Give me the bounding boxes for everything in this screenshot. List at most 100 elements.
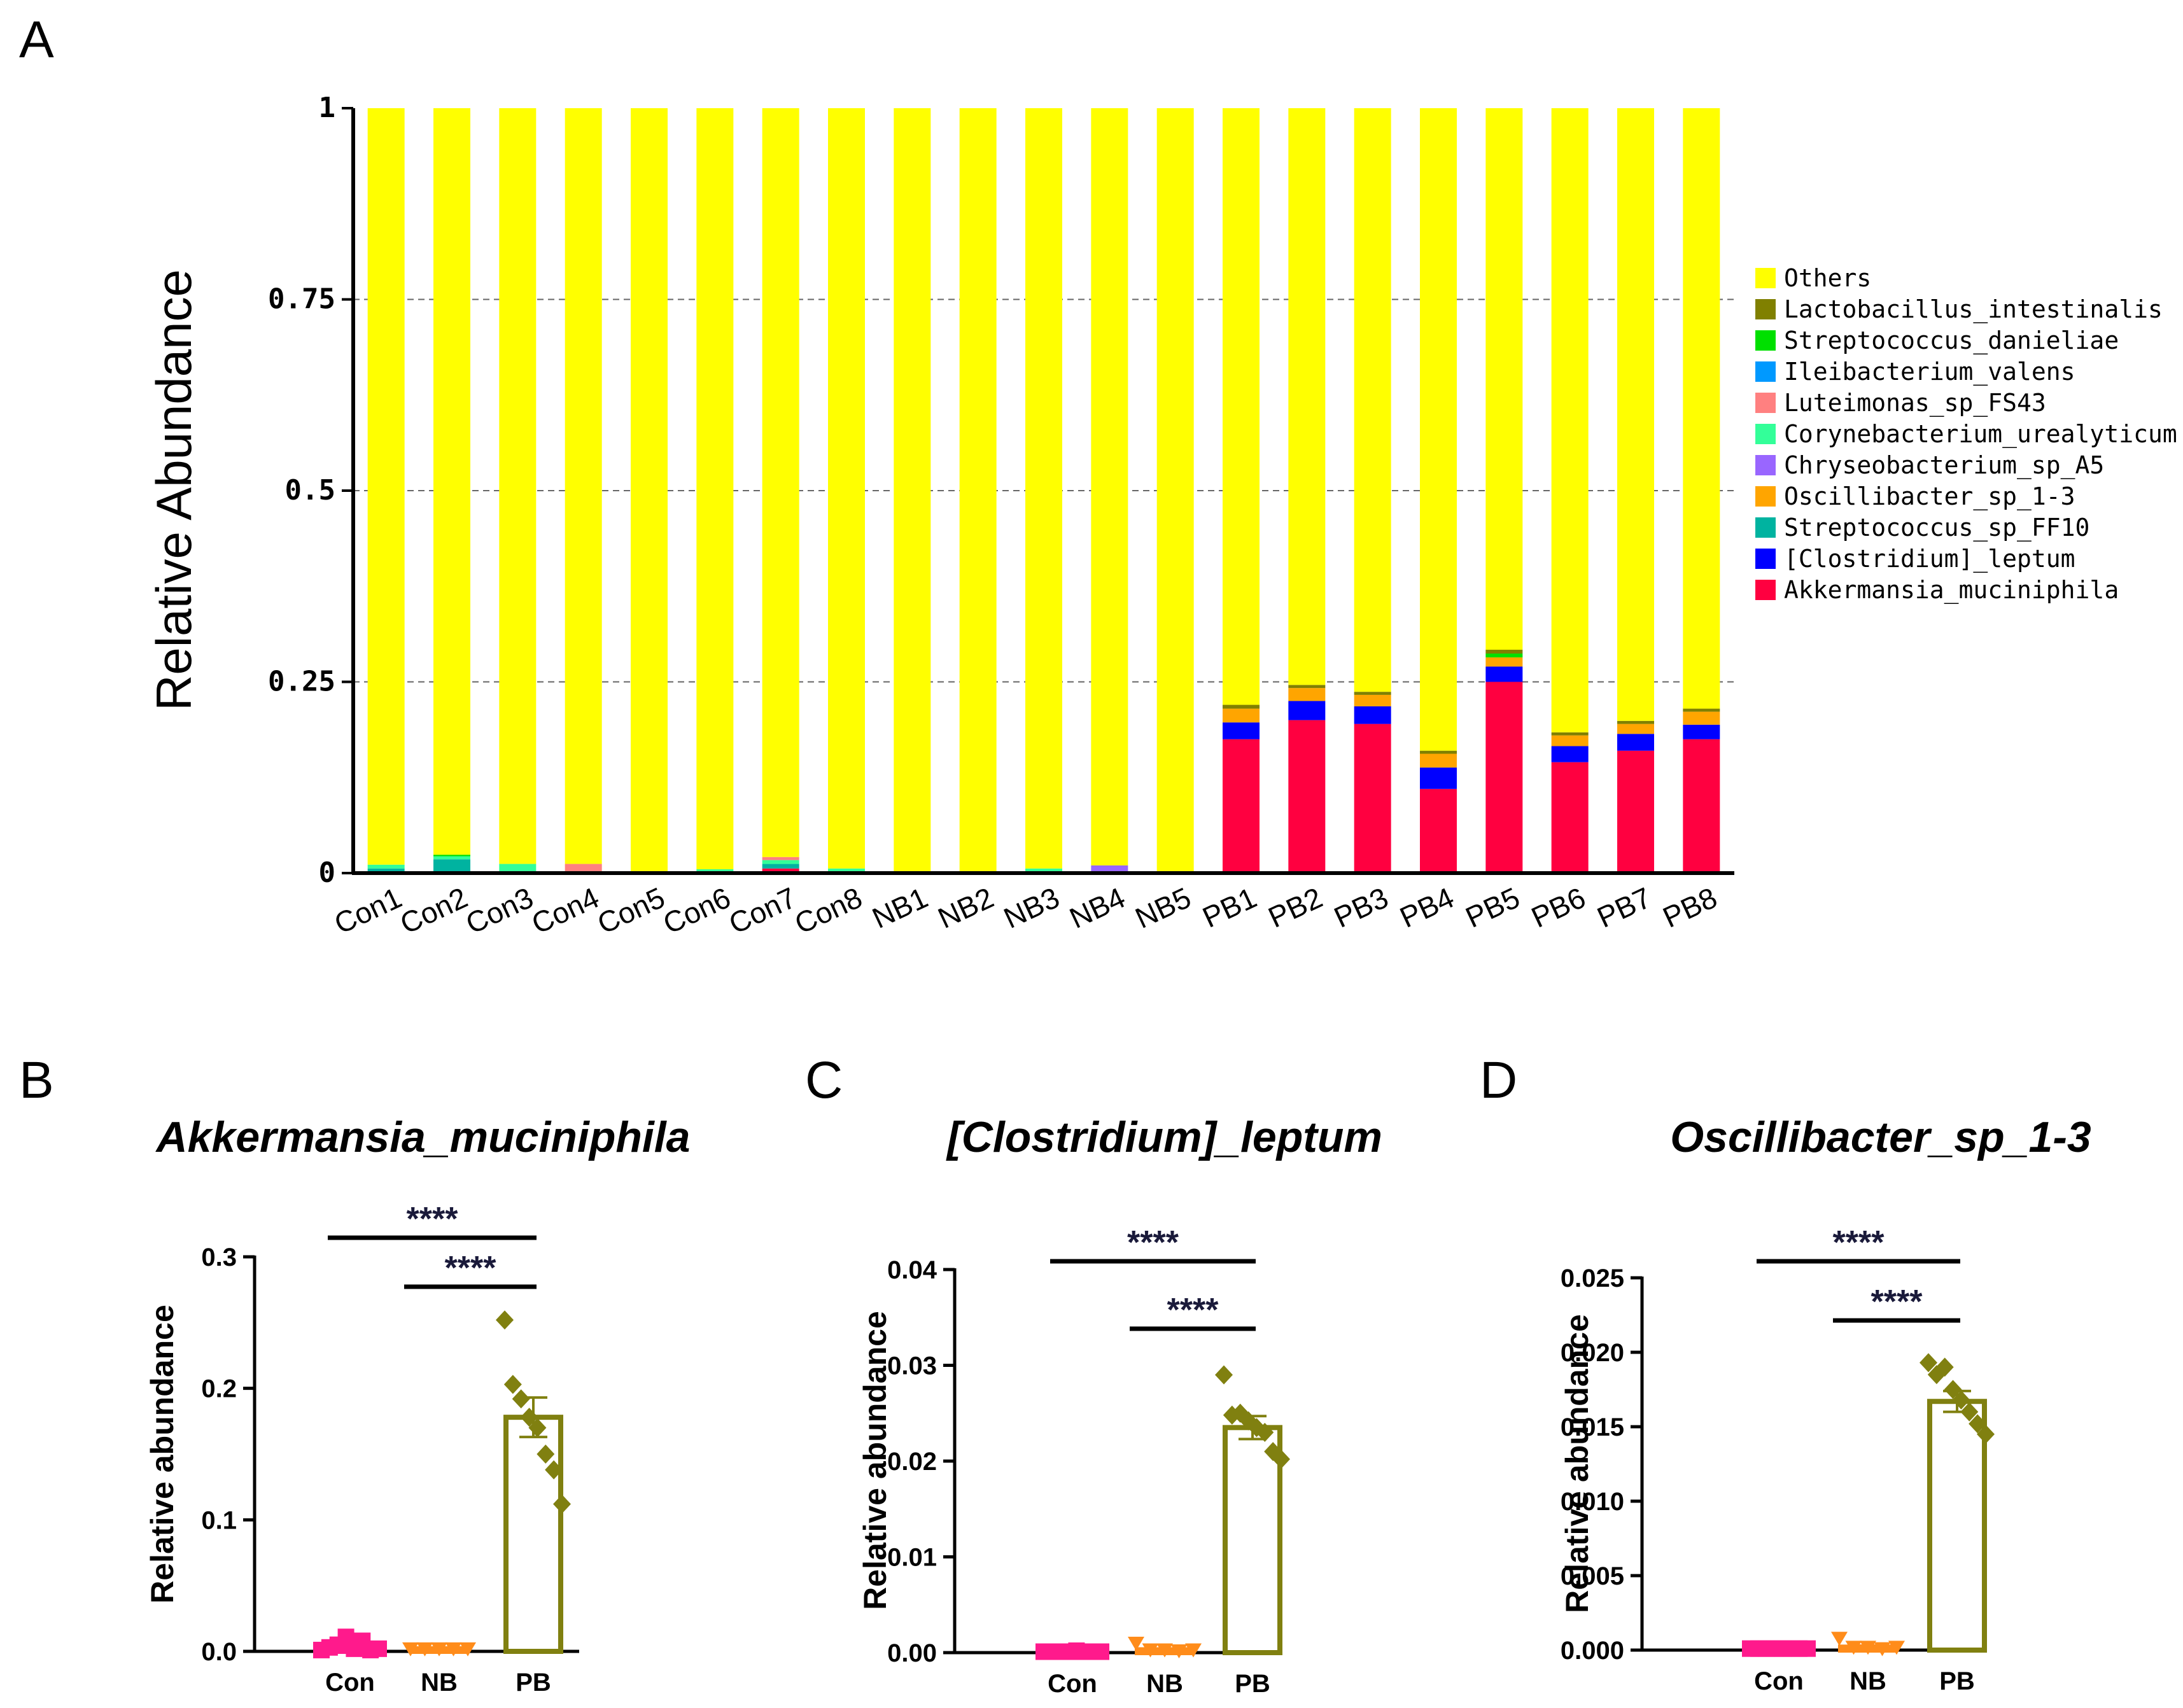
x-tick-label: PB2 [1263,881,1328,934]
bar-segment [1354,706,1391,724]
data-point [520,1408,538,1427]
data-point [460,1642,476,1656]
chart-title: Oscillibacter_sp_1-3 [1670,1113,2091,1161]
bar-segment [499,864,537,872]
bar-segment-others [894,108,931,873]
y-tick-label: 0.025 [1561,1264,1624,1292]
y-axis-label: Relative abundance [857,1311,893,1610]
bar-segment [433,856,470,860]
x-tick-label: PB1 [1197,881,1261,934]
legend-entry: [Clostridium]_leptum [1784,545,2075,573]
bar-segment [1420,750,1457,754]
data-point [416,1642,433,1656]
bar-segment [1551,746,1589,762]
bar-segment-others [499,108,537,864]
bar-segment [1288,688,1326,701]
data-point [1845,1641,1862,1655]
bar-segment [1485,682,1523,873]
bar-segment [1485,657,1523,667]
bar-segment [367,864,405,869]
data-point [431,1642,447,1656]
mean-bar [1927,1399,1987,1653]
bar-segment [1551,735,1589,746]
data-point [1874,1642,1891,1656]
x-tick-label: PB [1235,1670,1270,1698]
bar-segment [1288,720,1326,873]
significance-label: **** [1833,1224,1885,1261]
legend-entry: Lactobacillus_intestinalis [1784,295,2163,324]
y-tick-label: 0.1 [201,1506,237,1534]
bar-segment [828,868,865,872]
bar-segment [1683,708,1720,712]
data-point [1142,1643,1159,1658]
legend-swatch [1755,393,1776,413]
bar-segment [1420,788,1457,873]
legend-swatch [1755,361,1776,382]
legend-entry: Chryseobacterium_sp_A5 [1784,451,2104,480]
y-tick-label: 0.04 [887,1256,937,1284]
x-tick-label: NB2 [933,881,999,935]
bar-segment-others [1223,108,1260,705]
clostridium-dot-bar-chart: [Clostridium]_leptum 0.00 0.01 0.02 0.03 0.04… [857,1113,1382,1698]
y-tick-label: 0.0 [201,1638,237,1666]
legend-entry: Streptococcus_danieliae [1784,326,2119,355]
legend-entry: Oscillibacter_sp_1-3 [1784,482,2075,511]
data-point [553,1494,571,1514]
data-point [1156,1643,1173,1658]
bar-segment [433,855,470,857]
legend-swatch [1755,549,1776,569]
data-point [1960,1402,1979,1422]
bar-segment [1288,701,1326,720]
panel-letter-c: C [805,1051,843,1109]
bar-segment [1485,666,1523,682]
x-tick-label: NB5 [1130,881,1196,935]
bar-segment [1223,708,1260,723]
bar-segment [762,860,799,864]
bar-segment-others [367,108,405,865]
legend-swatch [1755,486,1776,507]
y-tick-label: 0.005 [1561,1562,1624,1590]
bar-segment [1617,724,1654,734]
bar-segment [696,869,734,872]
data-point [512,1389,530,1409]
data-point [496,1310,514,1330]
y-tick-label: 0.75 [268,283,335,316]
legend-entry: Others [1784,264,1871,292]
data-point [1128,1636,1144,1651]
data-point [1185,1643,1202,1658]
legend-entry: Akkermansia_muciniphila [1784,576,2119,605]
y-tick-label: 1 [319,92,336,124]
x-tick-label: PB6 [1526,881,1590,934]
data-point [1952,1390,1970,1410]
y-tick-label: 0.03 [887,1352,937,1380]
data-point [402,1642,419,1656]
y-axis-label: Relative abundance [1559,1314,1595,1613]
bar-segment [762,864,799,869]
legend-swatch [1755,424,1776,444]
x-tick-label: PB4 [1394,881,1459,934]
bar-segment-others [1025,108,1062,869]
significance-label: **** [1127,1224,1179,1261]
bar-segment-others [433,108,470,855]
data-point [528,1418,547,1438]
bar-segment [1617,750,1654,873]
x-tick-label: PB [516,1669,551,1697]
data-point [370,1640,387,1657]
oscillibacter-dot-bar-chart: Oscillibacter_sp_1-3 0.000 0.005 0.010 0.015… [1559,1113,2091,1695]
x-tick-label: PB7 [1592,881,1656,934]
significance-label: **** [1871,1284,1923,1320]
bar-segment-others [1288,108,1326,685]
x-tick-label: PB5 [1461,881,1525,934]
data-point [1215,1365,1233,1385]
bar-segment-others [828,108,865,869]
bar-segment [1420,767,1457,789]
legend-swatch [1755,580,1776,600]
y-tick-label: 0 [319,857,336,889]
x-tick-label: NB [1850,1667,1886,1695]
bar-segment [1683,739,1720,873]
bar-segment [1091,865,1128,873]
chart-title: [Clostridium]_leptum [946,1113,1382,1161]
bar-segment [565,864,602,873]
data-point [503,1375,522,1394]
significance-label: **** [407,1201,459,1238]
